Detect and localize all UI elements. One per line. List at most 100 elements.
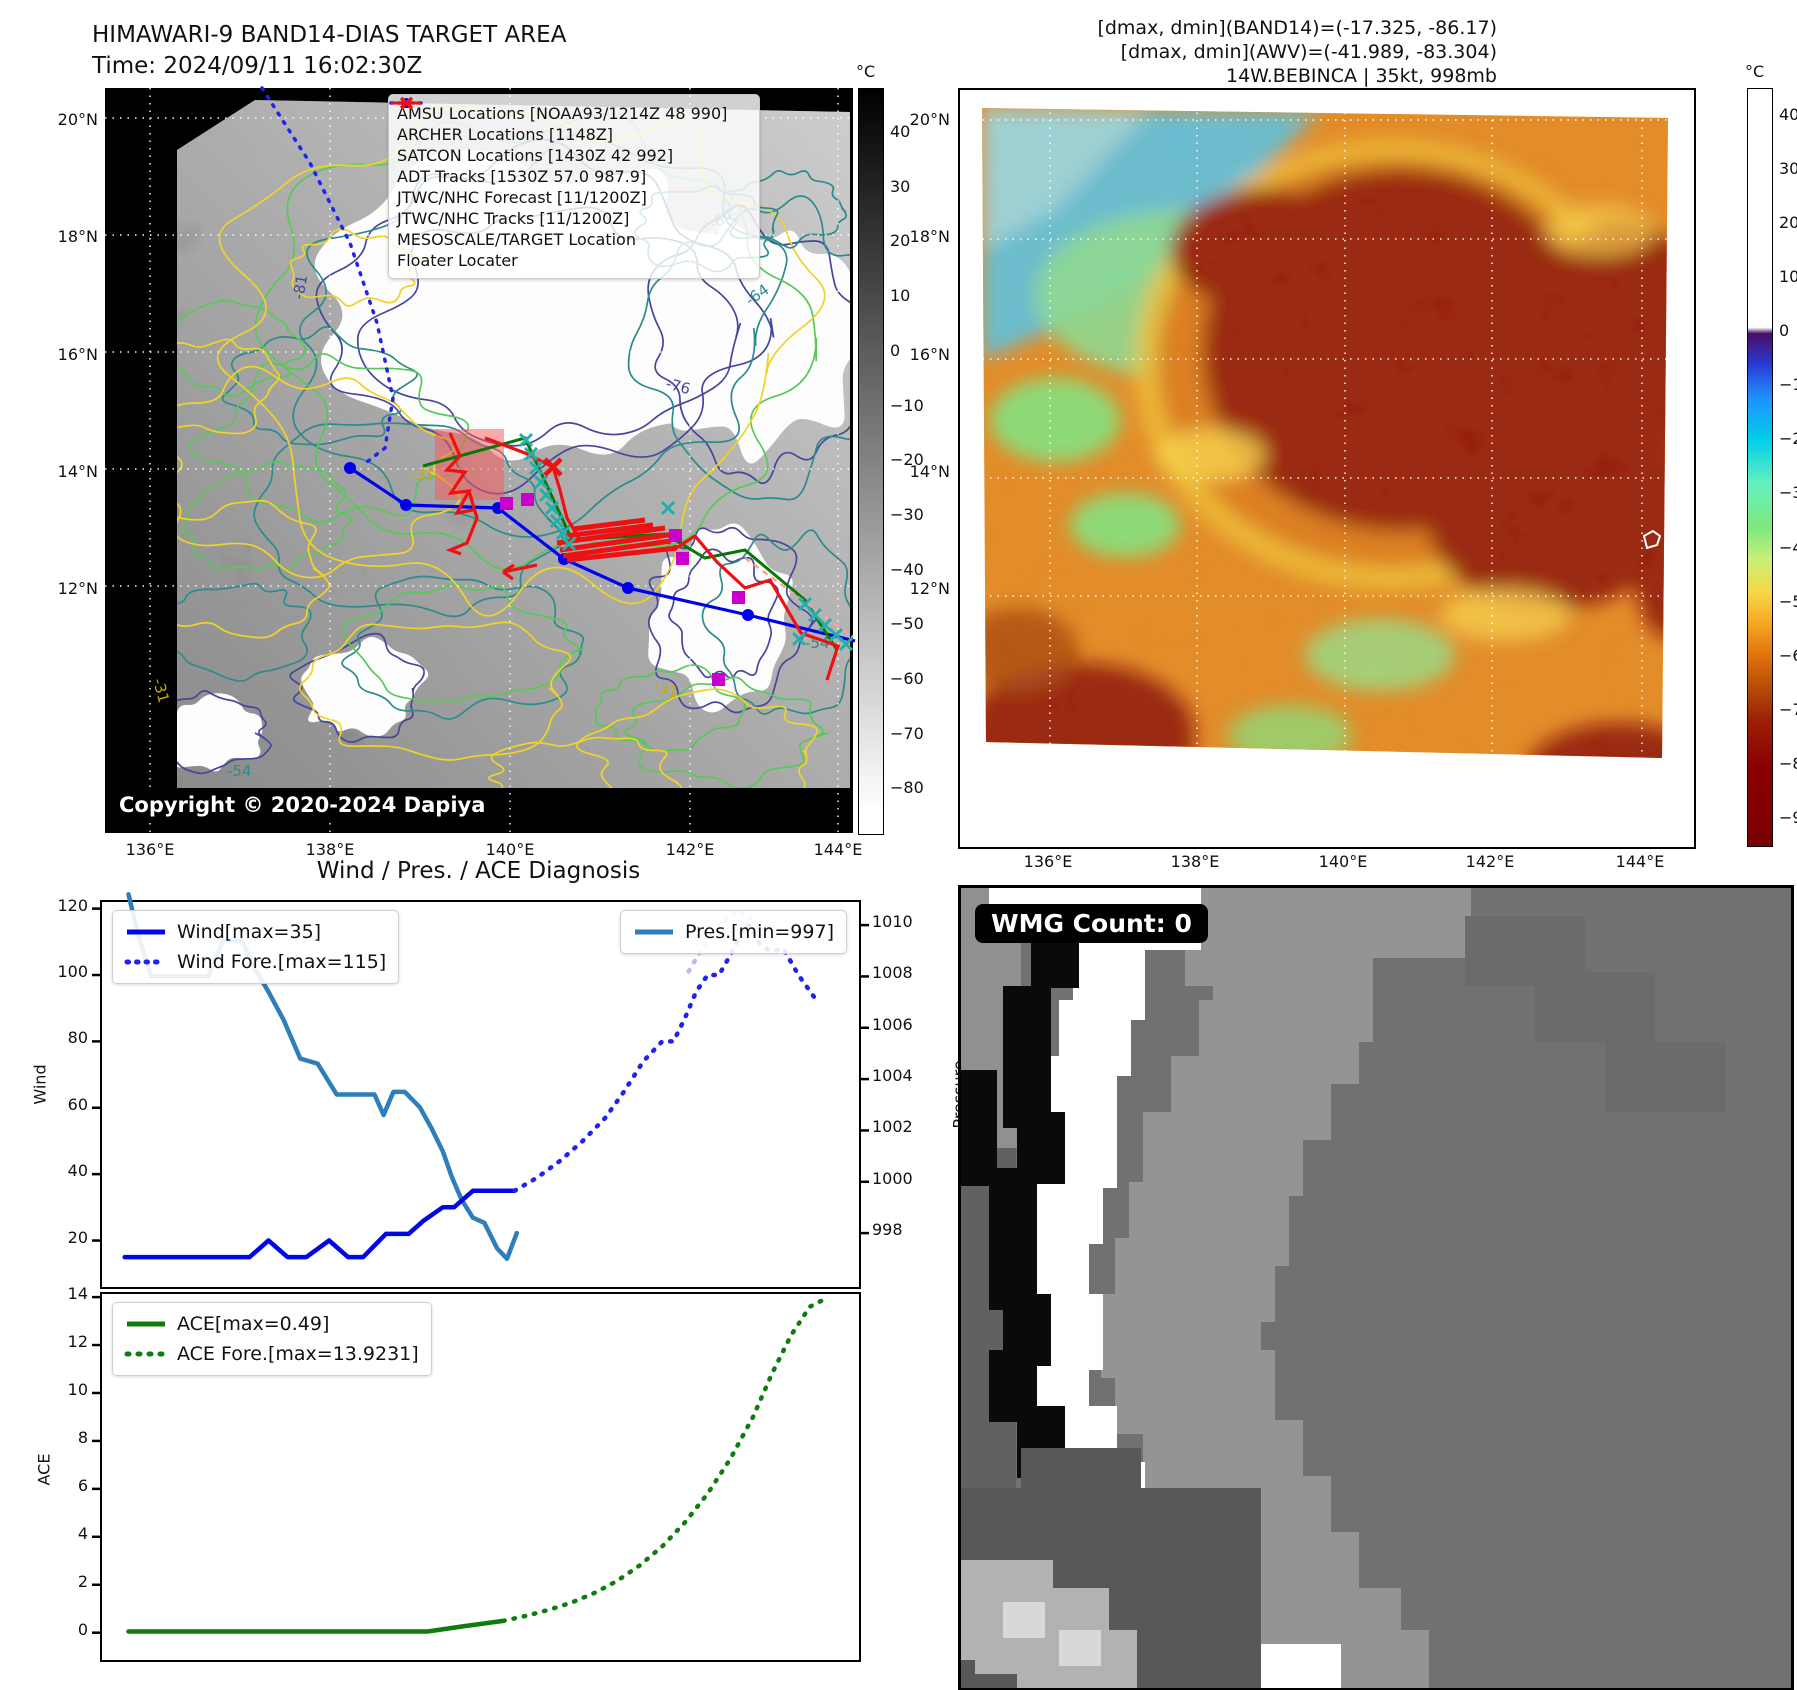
pressure-tick-label: 1000	[872, 1168, 913, 1188]
colorbar-tick-label: −70	[1779, 699, 1797, 719]
legend-item-jtwc-forecast: JTWC/NHC Forecast [11/1200Z]	[389, 101, 749, 207]
awv-map	[958, 88, 1696, 849]
colorbar-tick-label: 40	[1779, 105, 1797, 124]
ace-tick-label: 2	[77, 1571, 88, 1591]
colorbar-tick-label: 20	[1779, 213, 1797, 233]
legend-label: JTWC/NHC Tracks [11/1200Z]	[397, 208, 630, 228]
y-tick-label: 20°N	[57, 110, 98, 129]
x-tick-label: 138°E	[305, 840, 355, 859]
colorbar-tick-label: 30	[890, 176, 911, 196]
dmax-band14-text: [dmax, dmin](BAND14)=(-17.325, -86.17)	[1097, 17, 1497, 39]
band14-title: HIMAWARI-9 BAND14-DIAS TARGET AREA Time:…	[92, 20, 566, 82]
legend-label: Floater Locater	[397, 250, 518, 270]
ace-plot	[92, 1295, 828, 1634]
colorbar-unit-label: °C	[1745, 62, 1765, 81]
band14-title-line2: Time: 2024/09/11 16:02:30Z	[92, 53, 423, 79]
ace-tick-label: 4	[77, 1523, 88, 1543]
colorbar-tick-label: 20	[890, 231, 911, 251]
pressure-legend: Pres.[min=997]	[620, 910, 847, 954]
legend-label: ACE Fore.[max=13.9231]	[177, 1343, 419, 1365]
legend-label: Wind[max=35]	[177, 921, 322, 943]
svg-text:-31: -31	[410, 466, 435, 484]
ace-chart: ACE[max=0.49] ACE Fore.[max=13.9231]	[92, 1292, 861, 1662]
y-tick-label: 14°N	[57, 462, 98, 481]
ace-tick-label: 8	[77, 1427, 88, 1447]
x-tick-label: 136°E	[125, 840, 175, 859]
legend-item-floater: Floater Locater	[391, 101, 749, 270]
series-wind-max-35-	[122, 1188, 517, 1260]
series-ace-fore-max-13-9231-	[500, 1296, 828, 1624]
legend-item-satcon: SATCON Locations [1430Z 42 992]	[397, 97, 749, 165]
legend-item-mesoscale: MESOSCALE/TARGET Location	[397, 96, 749, 249]
ace-legend: ACE[max=0.49] ACE Fore.[max=13.9231]	[112, 1302, 432, 1376]
x-tick-label: 142°E	[1465, 852, 1515, 871]
jtwc-track	[344, 462, 856, 643]
colorbar-unit-label: °C	[856, 62, 876, 81]
steelblue-line-icon	[635, 929, 673, 935]
colorbar-tick-label: 0	[1779, 321, 1790, 341]
legend-item-adt: ADT Tracks [1530Z 57.0 987.9]	[391, 101, 749, 186]
svg-text:-76: -76	[664, 374, 692, 398]
legend-label: AMSU Locations [NOAA93/1214Z 48 990]	[397, 103, 728, 123]
y-tick-label: 18°N	[57, 227, 98, 246]
colorbar-tick-label: 40	[890, 122, 911, 141]
map-legend: AMSU Locations [NOAA93/1214Z 48 990] ARC…	[388, 94, 760, 279]
series-wind-fore-max-115-	[512, 922, 820, 1194]
band14-title-line1: HIMAWARI-9 BAND14-DIAS TARGET AREA	[92, 22, 567, 48]
x-tick-label: 144°E	[1615, 852, 1665, 871]
pressure-tick-label: 1008	[872, 963, 913, 983]
x-tick-label: 144°E	[813, 840, 863, 859]
wind-legend: Wind[max=35] Wind Fore.[max=115]	[112, 910, 400, 984]
satcon-markers	[518, 432, 854, 652]
ace-tick-label: 0	[77, 1619, 88, 1639]
x-tick-label: 136°E	[1023, 852, 1073, 871]
colorbar-tick-label: −90	[1779, 807, 1797, 827]
colorbar-tick-label: 0	[890, 340, 901, 360]
wind-tick-label: 60	[67, 1094, 88, 1114]
wind-tick-label: 40	[67, 1161, 88, 1181]
x-tick-label: 138°E	[1170, 852, 1220, 871]
colorbar-tick-label: −60	[1779, 645, 1797, 665]
colorbar-tick-label: −30	[1779, 483, 1797, 503]
x-tick-label: 140°E	[485, 840, 535, 859]
wind-tick-label: 100	[57, 962, 88, 982]
ace-tick-label: 14	[67, 1284, 88, 1304]
ace-axis-label: ACE	[34, 1453, 54, 1486]
svg-text:-54: -54	[805, 634, 830, 652]
awv-gridlines	[960, 90, 1694, 847]
colorbar-tick-label: −40	[890, 559, 924, 579]
legend-item-jtwc-track: JTWC/NHC Tracks [11/1200Z]	[391, 98, 749, 228]
legend-label: ADT Tracks [1530Z 57.0 987.9]	[397, 166, 647, 186]
colorbar-tick-label: −60	[890, 669, 924, 688]
legend-label: JTWC/NHC Forecast [11/1200Z]	[397, 187, 647, 207]
y-tick-label: 16°N	[909, 345, 950, 364]
colorbar-tick-label: −40	[1779, 537, 1797, 557]
wmg-count-badge: WMG Count: 0	[975, 904, 1208, 943]
svg-text:-31: -31	[149, 676, 173, 704]
colorbar-tick-label: −50	[1779, 591, 1797, 611]
y-tick-label: 14°N	[909, 462, 950, 481]
pressure-tick-label: 1010	[872, 912, 913, 932]
copyright-badge: Copyright © 2020-2024 Dapiya	[107, 790, 498, 820]
amsu-archer-markers	[500, 493, 745, 686]
legend-item-amsu: AMSU Locations [NOAA93/1214Z 48 990]	[397, 99, 749, 123]
wind-tick-label: 20	[67, 1227, 88, 1247]
storm-info: [dmax, dmin](BAND14)=(-17.325, -86.17) […	[1097, 16, 1497, 88]
band14-satellite-map: -81-76-64-64-31-31-54-54-31	[105, 86, 856, 833]
y-tick-label: 20°N	[909, 110, 950, 129]
jtwc-forecast-track	[260, 86, 395, 467]
ace-tick-label: 10	[67, 1379, 88, 1399]
colorbar-tick-label: −70	[890, 723, 924, 743]
colorbar-tick-label: 10	[890, 286, 911, 306]
colorbar-tick-label: −80	[1779, 753, 1797, 773]
mesoscale-target-marker	[543, 457, 563, 477]
pressure-tick-label: 998	[872, 1220, 903, 1240]
wmg-panel: WMG Count: 0	[958, 885, 1794, 1690]
red-line-icon	[391, 101, 421, 105]
green-dotted-line-icon	[124, 1351, 168, 1357]
colorbar-tick-label: −20	[1779, 429, 1797, 449]
pressure-tick-label: 1002	[872, 1117, 913, 1137]
pressure-tick-label: 1006	[872, 1014, 913, 1034]
wind-tick-label: 120	[57, 895, 88, 915]
